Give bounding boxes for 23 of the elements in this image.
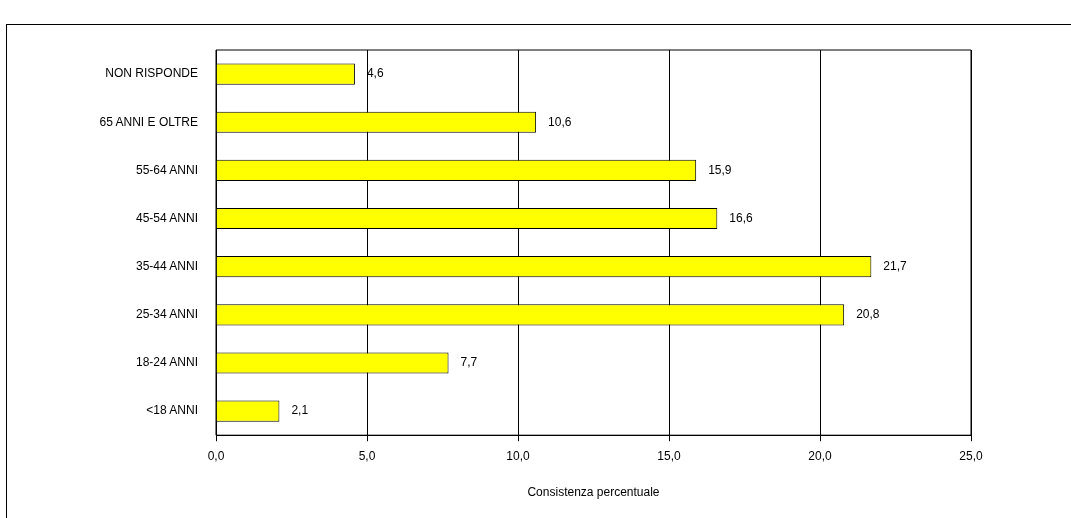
data-label: 21,7 (883, 258, 908, 273)
x-tick-label: 10,0 (506, 448, 530, 463)
x-tick-label: 15,0 (657, 448, 681, 463)
y-tick-label: 35-44 ANNI (135, 258, 198, 273)
data-label: 20,8 (856, 307, 880, 322)
x-tick-label: 5,0 (358, 448, 376, 463)
x-tick-label: 20,0 (808, 448, 832, 463)
data-label: 4,6 (366, 66, 384, 81)
y-tick-label: 25-34 ANNI (135, 307, 198, 322)
y-tick-label: 65 ANNI E OLTRE (99, 114, 198, 129)
data-label: 10,6 (548, 114, 572, 129)
data-label: 16,6 (729, 210, 753, 225)
y-tick-label: 18-24 ANNI (135, 355, 198, 370)
data-label: 7,7 (460, 355, 478, 370)
y-tick-label: NON RISPONDE (105, 66, 198, 81)
x-tick-label: 0,0 (207, 448, 225, 463)
x-tick-label: 25,0 (959, 448, 983, 463)
y-tick-label: <18 ANNI (146, 403, 198, 418)
y-tick-label: 55-64 ANNI (135, 162, 198, 177)
data-label: 15,9 (708, 162, 732, 177)
x-axis-title: Consistenza percentuale (527, 485, 660, 500)
data-label: 2,1 (291, 403, 309, 418)
y-tick-label: 45-54 ANNI (135, 210, 198, 225)
